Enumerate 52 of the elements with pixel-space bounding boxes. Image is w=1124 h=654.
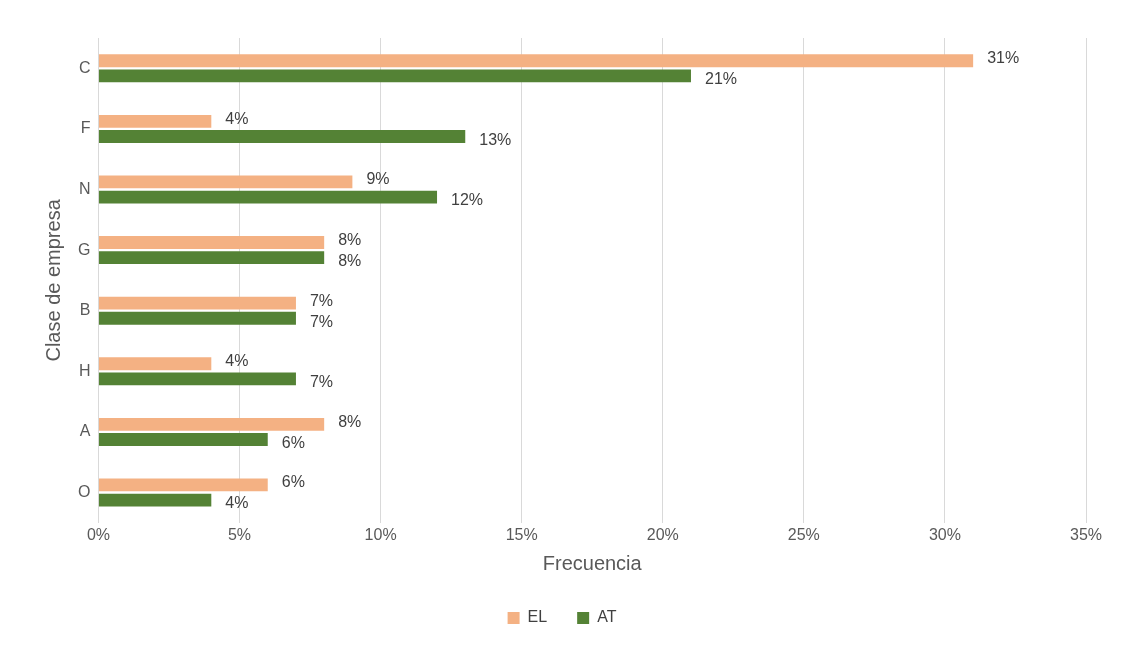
bar <box>98 130 466 143</box>
bar <box>98 417 325 431</box>
bar <box>98 296 296 310</box>
x-tick-label: 10% <box>364 525 397 543</box>
x-tick-label: 5% <box>227 525 252 543</box>
data-label: 6% <box>281 473 305 491</box>
bar <box>98 114 212 128</box>
bar <box>98 190 438 204</box>
data-label: 13% <box>479 130 512 148</box>
x-axis-title: Frecuencia <box>542 551 643 574</box>
data-label: 9% <box>366 170 390 188</box>
y-tick-label: C <box>78 58 91 76</box>
x-tick-label: 0% <box>86 525 111 543</box>
bar <box>98 54 974 68</box>
x-tick-label: 30% <box>928 525 961 543</box>
data-label: 7% <box>309 373 334 391</box>
x-tick-label: 25% <box>787 525 820 543</box>
data-label: 7% <box>309 312 334 330</box>
x-tick-label: 35% <box>1069 525 1103 543</box>
y-tick-label: G <box>77 240 91 258</box>
bar <box>98 372 296 386</box>
bar <box>98 175 353 189</box>
bar <box>98 478 268 492</box>
bar <box>98 69 691 83</box>
legend-label: EL <box>527 608 548 626</box>
bar <box>98 433 268 446</box>
y-tick-label: B <box>79 301 91 319</box>
data-label: 4% <box>225 494 249 512</box>
x-tick-label: 20% <box>646 525 679 543</box>
data-label: 8% <box>338 412 362 430</box>
y-axis-title: Clase de empresa <box>41 198 64 362</box>
y-tick-label: F <box>80 119 91 137</box>
data-label: 31% <box>987 49 1020 67</box>
y-tick-label: A <box>79 422 91 440</box>
data-label: 4% <box>225 352 249 370</box>
x-tick-label: 15% <box>505 525 538 543</box>
legend-label: AT <box>597 608 617 626</box>
data-label: 8% <box>338 252 362 270</box>
data-label: 4% <box>225 109 249 127</box>
data-label: 7% <box>309 291 334 309</box>
bar <box>98 357 212 371</box>
y-tick-label: N <box>78 179 91 197</box>
y-tick-label: H <box>78 361 91 379</box>
data-label: 21% <box>704 70 738 88</box>
bar <box>98 311 296 325</box>
bar <box>98 493 212 507</box>
data-label: 8% <box>338 230 362 248</box>
bar <box>98 251 325 265</box>
data-label: 6% <box>281 433 305 451</box>
y-tick-label: O <box>77 482 91 500</box>
bar <box>98 236 325 249</box>
data-label: 12% <box>451 191 484 209</box>
